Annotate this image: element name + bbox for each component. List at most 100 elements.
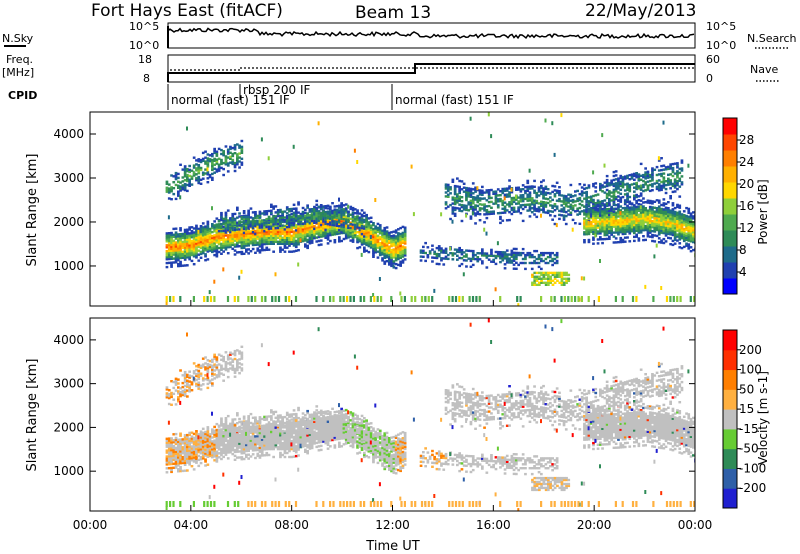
power-cell [617,221,620,224]
power-cell [251,241,255,245]
velocity-cell [192,446,196,449]
power-cell [505,257,509,260]
power-cell [201,244,205,247]
power-cell [306,214,309,217]
power-cell [285,214,289,218]
power-cell [614,188,618,191]
velocity-cell [220,440,223,443]
power-cell [381,243,384,246]
power-cell [651,226,654,229]
power-cell [585,231,588,234]
power-cell [240,139,244,143]
power-cell [247,227,250,230]
power-cell [487,254,491,257]
power-cell [468,296,471,302]
power-cell [213,149,216,153]
power-cell [294,209,298,212]
power-cell [267,232,271,236]
velocity-cell [172,458,176,462]
power-cell [657,213,661,216]
power-cell [517,251,520,255]
velocity-cell [211,382,214,385]
power-cell [315,203,319,206]
power-cell [378,241,382,245]
power-cell [213,151,216,155]
power-cell [279,248,282,251]
power-cell [583,213,586,216]
power-cell [642,219,645,222]
power-cell [177,184,180,187]
velocity-cell [190,389,194,392]
power-cell [562,273,566,277]
power-cell [644,207,647,210]
power-cell [496,200,500,203]
power-cell [599,182,602,186]
power-cell [186,232,189,235]
power-cell [290,207,294,211]
power-cell [372,241,375,245]
power-cell [524,267,527,271]
power-cell [190,243,194,247]
power-cell [596,220,600,223]
power-cell [306,204,309,207]
power-cell [587,213,591,216]
power-cell [510,196,514,200]
power-cell [678,177,682,180]
velocity-cell [179,400,182,405]
power-cell [599,228,602,231]
power-cell [229,235,232,239]
power-cell [505,255,509,258]
power-cell [496,198,500,201]
power-cell [224,231,228,234]
power-cell [676,211,679,214]
power-cell [678,195,682,198]
power-cell [553,195,557,198]
power-cell [372,235,375,239]
power-cell [592,170,595,175]
power-cell [610,207,613,210]
power-cell [197,241,201,244]
power-cell [224,221,228,224]
power-cell [192,233,196,236]
power-cell [465,190,468,194]
power-cell [449,246,452,251]
power-cell [574,200,577,203]
power-cell [444,201,448,204]
velocity-cell [201,363,205,366]
velocity-cell [179,466,182,469]
velocity-cell [204,436,207,440]
power-cell [283,220,287,223]
power-cell [310,225,314,229]
power-cell [347,224,350,227]
velocity-cell [183,443,187,447]
power-cell [442,257,446,260]
power-cell [465,253,468,256]
power-cell [326,224,330,227]
velocity-cell [195,437,198,441]
power-cell [510,191,514,194]
power-cell [190,239,194,243]
power-cell [510,208,514,212]
power-cell [601,238,604,241]
power-cell [317,243,321,247]
power-cell [580,276,583,281]
power-cell [637,223,641,226]
power-cell [208,233,212,237]
power-cell [626,204,629,208]
power-cell [635,195,638,199]
power-cell [676,205,679,209]
power-cell [338,211,341,214]
power-cell [612,223,616,226]
power-cell [596,232,600,235]
power-cell [619,182,623,186]
power-cell [211,244,214,248]
power-cell [642,173,645,177]
power-cell [363,236,366,239]
power-cell [376,256,380,259]
power-cell [256,243,260,246]
power-cell [614,225,618,228]
power-cell [642,225,645,228]
power-cell [310,219,314,223]
power-cell [648,223,652,226]
power-cell [381,259,384,262]
